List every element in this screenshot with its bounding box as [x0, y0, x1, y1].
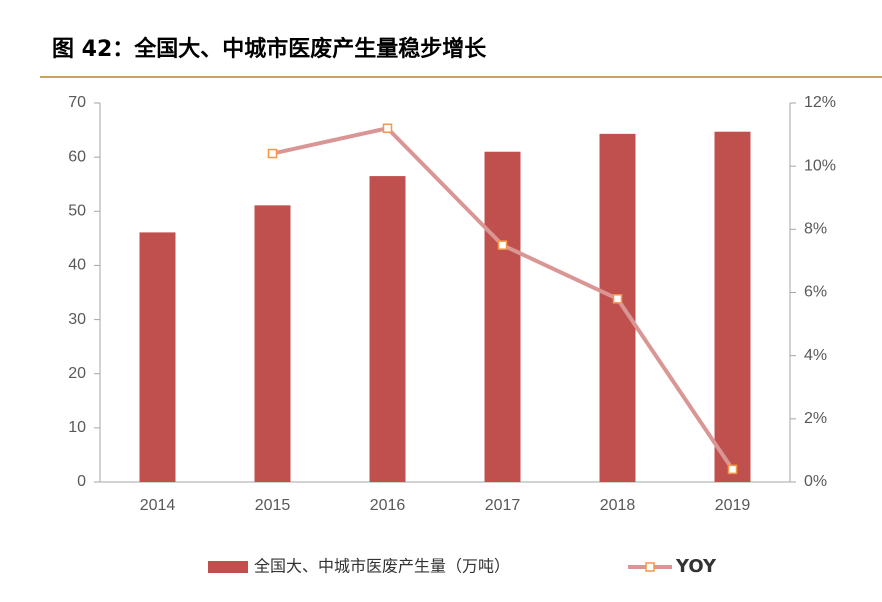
y2-tick-label: 10%: [804, 157, 836, 174]
legend-swatch: [208, 561, 248, 573]
y-tick-label: 20: [68, 365, 86, 382]
bar: [714, 131, 751, 482]
x-tick-label: 2019: [715, 497, 751, 514]
y2-tick-label: 6%: [804, 284, 827, 301]
bar: [484, 151, 521, 482]
bar: [254, 205, 291, 482]
y2-tick-label: 0%: [804, 473, 827, 490]
x-tick-label: 2014: [140, 497, 176, 514]
y-tick-label: 70: [68, 94, 86, 111]
legend-label: YOY: [675, 556, 717, 577]
x-tick-label: 2015: [255, 497, 291, 514]
y2-tick-label: 12%: [804, 94, 836, 111]
y2-tick-label: 2%: [804, 410, 827, 427]
legend-label: 全国大、中城市医废产生量（万吨）: [254, 557, 510, 576]
y-tick-label: 0: [77, 473, 86, 490]
y-tick-label: 10: [68, 419, 86, 436]
y-tick-label: 50: [68, 203, 86, 220]
bar: [139, 232, 176, 482]
marker: [727, 464, 738, 475]
chart-title: 图 42：全国大、中城市医废产生量稳步增长: [52, 36, 487, 62]
bar: [599, 133, 636, 482]
y2-tick-label: 8%: [804, 221, 827, 238]
x-tick-label: 2017: [485, 497, 521, 514]
y-tick-label: 60: [68, 148, 86, 165]
marker: [267, 148, 278, 159]
y-tick-label: 30: [68, 311, 86, 328]
bar: [369, 176, 406, 483]
marker: [612, 294, 623, 304]
legend-marker: [645, 562, 655, 572]
x-tick-label: 2018: [600, 497, 636, 514]
y2-tick-label: 4%: [804, 347, 827, 364]
marker: [382, 123, 393, 134]
marker: [497, 240, 508, 250]
y-tick-label: 40: [68, 257, 86, 274]
x-tick-label: 2016: [370, 497, 406, 514]
